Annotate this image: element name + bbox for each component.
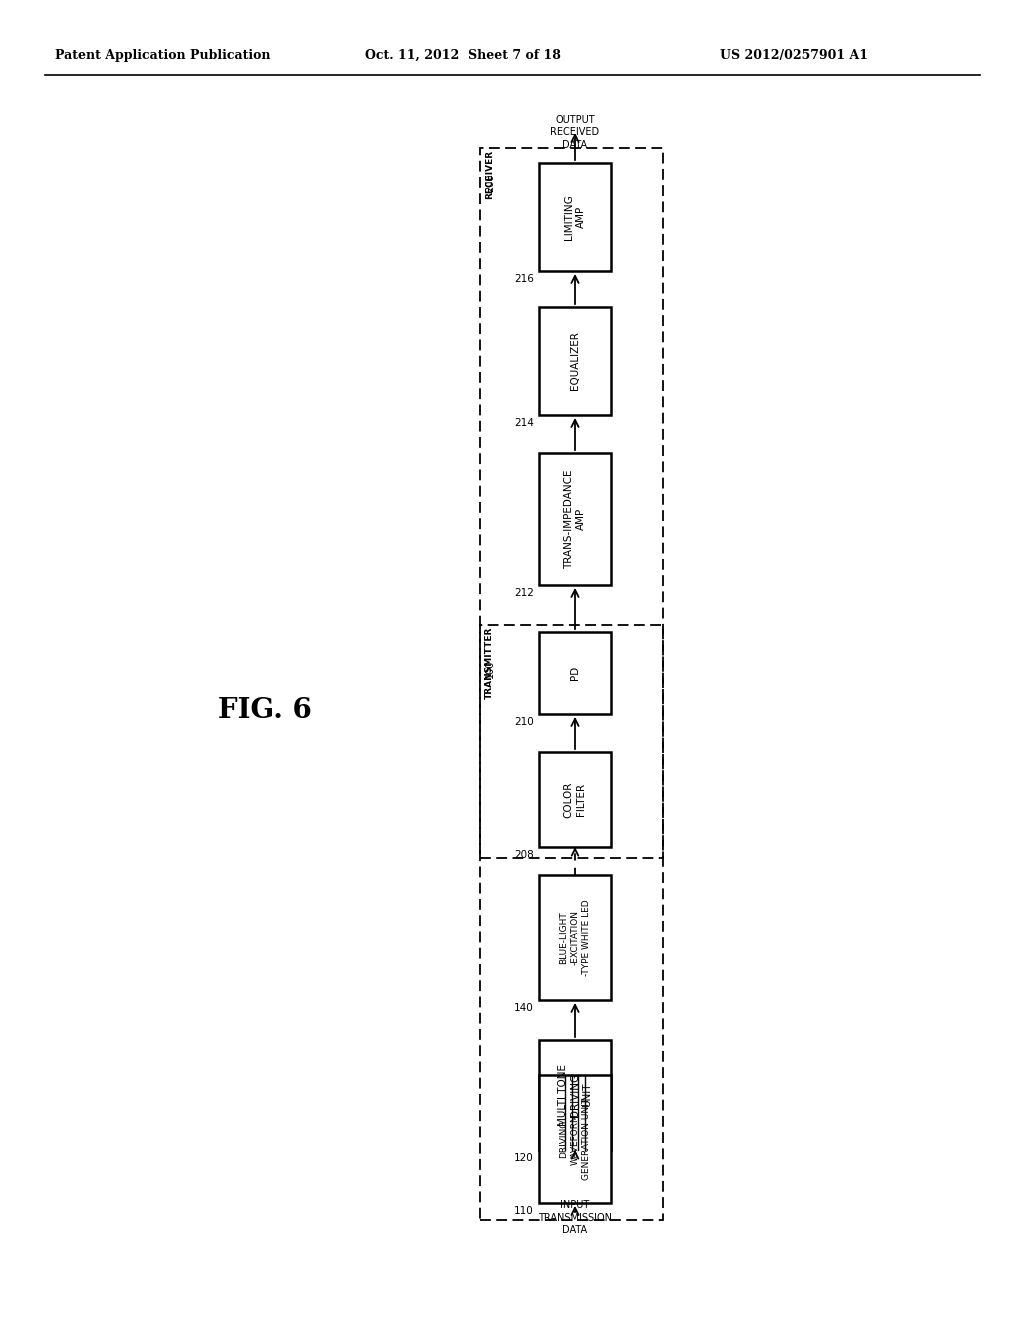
Text: OUTPUT
RECEIVED
DATA: OUTPUT RECEIVED DATA xyxy=(551,115,600,149)
Text: 200: 200 xyxy=(485,173,495,191)
Text: COLOR
FILTER: COLOR FILTER xyxy=(564,781,586,817)
Text: Patent Application Publication: Patent Application Publication xyxy=(55,49,270,62)
Text: 100: 100 xyxy=(485,660,495,678)
Text: PD: PD xyxy=(570,665,580,680)
Bar xyxy=(539,752,611,847)
Bar xyxy=(539,308,611,414)
Text: 110: 110 xyxy=(514,1206,534,1216)
Text: Oct. 11, 2012  Sheet 7 of 18: Oct. 11, 2012 Sheet 7 of 18 xyxy=(365,49,561,62)
Text: INPUT
TRANSMISSION
DATA: INPUT TRANSMISSION DATA xyxy=(538,1200,612,1236)
Bar xyxy=(539,875,611,1001)
Bar xyxy=(480,624,663,1220)
Bar xyxy=(539,632,611,714)
Text: 120: 120 xyxy=(514,1152,534,1163)
Text: US 2012/0257901 A1: US 2012/0257901 A1 xyxy=(720,49,868,62)
Text: 208: 208 xyxy=(514,850,534,861)
Text: 210: 210 xyxy=(514,717,534,727)
Bar xyxy=(539,162,611,271)
Text: TRANSMITTER: TRANSMITTER xyxy=(485,627,494,700)
Bar xyxy=(480,148,663,858)
Text: 140: 140 xyxy=(514,1003,534,1012)
Bar xyxy=(539,1040,611,1150)
Text: BLUE-LIGHT
-EXCITATION
-TYPE WHITE LED: BLUE-LIGHT -EXCITATION -TYPE WHITE LED xyxy=(559,899,591,975)
Bar xyxy=(539,1074,611,1203)
Text: 214: 214 xyxy=(514,418,534,428)
Text: 212: 212 xyxy=(514,587,534,598)
Text: MULTI TONE
DRIVING
UNIT: MULTI TONE DRIVING UNIT xyxy=(558,1064,593,1126)
Text: 216: 216 xyxy=(514,275,534,284)
Text: EQUALIZER: EQUALIZER xyxy=(570,331,580,391)
Bar xyxy=(539,453,611,585)
Text: FIG. 6: FIG. 6 xyxy=(218,697,312,723)
Text: RECEIVER: RECEIVER xyxy=(485,150,494,199)
Text: LIMITING
AMP: LIMITING AMP xyxy=(564,194,586,240)
Text: DRIVING
WAVEFORM
GENERATION UNIT: DRIVING WAVEFORM GENERATION UNIT xyxy=(559,1098,591,1180)
Text: TRANS-IMPEDANCE
AMP: TRANS-IMPEDANCE AMP xyxy=(564,469,586,569)
